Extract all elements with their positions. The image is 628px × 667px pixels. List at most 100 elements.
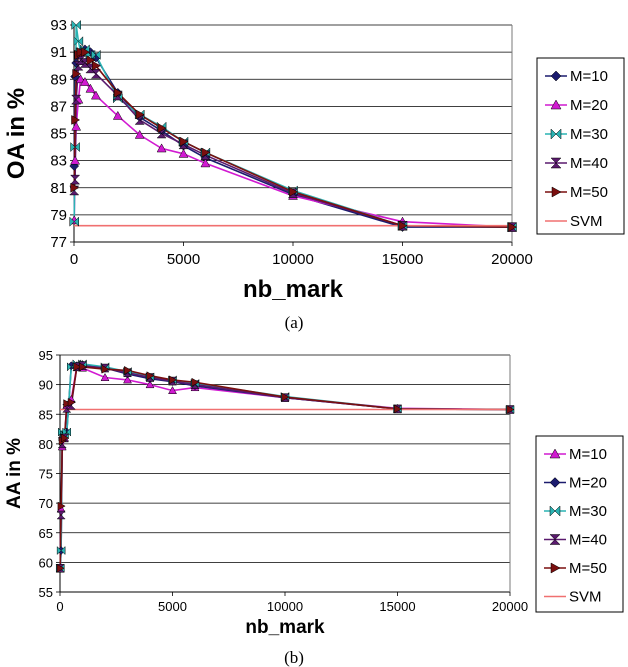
x-tick-label: 5000 xyxy=(158,599,187,614)
series-markers-M=20 xyxy=(55,360,515,573)
y-axis-title: AA in % xyxy=(4,438,25,509)
data-point-marker xyxy=(60,545,66,556)
legend-label: M=10 xyxy=(570,68,608,85)
y-tick-label: 89 xyxy=(50,71,67,88)
data-point-marker xyxy=(112,110,123,120)
data-point-marker xyxy=(75,19,81,31)
data-point-marker xyxy=(62,407,72,413)
data-point-marker xyxy=(168,386,177,394)
data-point-marker xyxy=(123,375,132,384)
y-tick-label: 95 xyxy=(39,348,53,363)
y-tick-label: 85 xyxy=(50,126,67,143)
y-tick-label: 81 xyxy=(50,180,67,197)
y-tick-label: 91 xyxy=(50,44,67,61)
data-point-marker xyxy=(92,60,101,71)
y-tick-label: 79 xyxy=(50,207,67,224)
legend-label: M=50 xyxy=(570,184,608,201)
data-point-marker xyxy=(71,121,82,131)
legend-label: M=40 xyxy=(569,532,607,549)
data-point-marker xyxy=(76,47,86,58)
data-point-marker xyxy=(67,362,72,372)
data-point-marker xyxy=(81,47,90,58)
data-point-marker xyxy=(69,174,81,180)
legend-entry-M=50: M=50 xyxy=(544,560,607,577)
data-point-marker xyxy=(73,362,82,372)
data-point-marker xyxy=(100,373,110,381)
figure-caption: (a) xyxy=(285,313,304,332)
x-tick-label: 15000 xyxy=(382,251,424,268)
legend-label: M=20 xyxy=(570,97,608,114)
data-point-marker xyxy=(508,222,518,233)
data-point-marker xyxy=(178,143,189,150)
data-point-marker xyxy=(550,70,562,82)
data-point-marker xyxy=(66,405,76,410)
data-point-marker xyxy=(549,505,556,517)
y-tick-label: 90 xyxy=(39,378,53,393)
data-point-marker xyxy=(69,216,75,227)
data-point-marker xyxy=(90,69,102,75)
data-point-marker xyxy=(289,186,299,197)
data-point-marker xyxy=(56,510,66,516)
legend-label: M=50 xyxy=(569,560,607,577)
x-tick-label: 10000 xyxy=(267,599,303,614)
legend-label: M=30 xyxy=(569,503,607,520)
data-point-marker xyxy=(69,179,81,185)
data-point-marker xyxy=(86,55,96,66)
data-point-marker xyxy=(57,443,67,449)
data-point-marker xyxy=(90,73,102,79)
data-point-marker xyxy=(91,49,97,60)
data-point-marker xyxy=(80,76,90,86)
legend-entry-M=10: M=10 xyxy=(545,68,608,85)
data-point-marker xyxy=(551,186,562,198)
series-line-M=50 xyxy=(73,51,513,228)
y-tick-label: 70 xyxy=(39,496,53,511)
series-line-M=40 xyxy=(73,59,513,228)
data-point-marker xyxy=(281,392,290,402)
data-point-marker xyxy=(550,157,562,164)
data-point-marker xyxy=(145,377,155,382)
series-markers-M=30 xyxy=(55,359,515,573)
data-point-marker xyxy=(56,545,62,556)
data-point-marker xyxy=(73,216,79,227)
data-point-marker xyxy=(71,115,81,125)
data-point-marker xyxy=(75,59,86,66)
data-point-marker xyxy=(61,433,70,443)
data-point-marker xyxy=(191,377,200,387)
data-point-marker xyxy=(70,141,76,153)
y-tick-label: 80 xyxy=(39,437,53,452)
y-tick-label: 75 xyxy=(39,467,53,482)
data-point-marker xyxy=(124,365,133,375)
data-point-marker xyxy=(201,147,211,158)
data-point-marker xyxy=(200,154,211,160)
legend-entry-M=20: M=20 xyxy=(544,475,607,492)
data-point-marker xyxy=(79,362,88,372)
data-point-marker xyxy=(85,83,96,93)
series-markers-M=20 xyxy=(69,74,517,231)
data-point-marker xyxy=(169,375,178,385)
data-point-marker xyxy=(71,19,77,31)
data-point-marker xyxy=(134,129,145,139)
figure-caption: (b) xyxy=(284,648,304,667)
x-tick-label: 20000 xyxy=(492,599,528,614)
series-markers-M=50 xyxy=(70,47,518,233)
y-tick-label: 65 xyxy=(39,526,53,541)
y-tick-label: 87 xyxy=(50,98,67,115)
series-markers-M=40 xyxy=(55,361,515,573)
data-point-marker xyxy=(90,90,101,100)
data-point-marker xyxy=(394,404,403,414)
legend-entry-M=20: M=20 xyxy=(545,97,608,114)
data-point-marker xyxy=(550,128,557,140)
x-tick-label: 10000 xyxy=(272,251,314,268)
data-point-marker xyxy=(112,95,123,101)
data-point-marker xyxy=(57,501,66,511)
data-point-marker xyxy=(63,399,72,409)
y-tick-label: 55 xyxy=(39,585,53,600)
data-point-marker xyxy=(156,143,167,153)
y-tick-label: 85 xyxy=(39,407,53,422)
legend-box xyxy=(535,435,624,613)
legend-label: SVM xyxy=(569,589,602,606)
data-point-marker xyxy=(550,562,561,574)
legend-entry-M=30: M=30 xyxy=(545,126,608,143)
data-point-marker xyxy=(73,65,84,71)
legend-entry-SVM: SVM xyxy=(545,213,603,230)
